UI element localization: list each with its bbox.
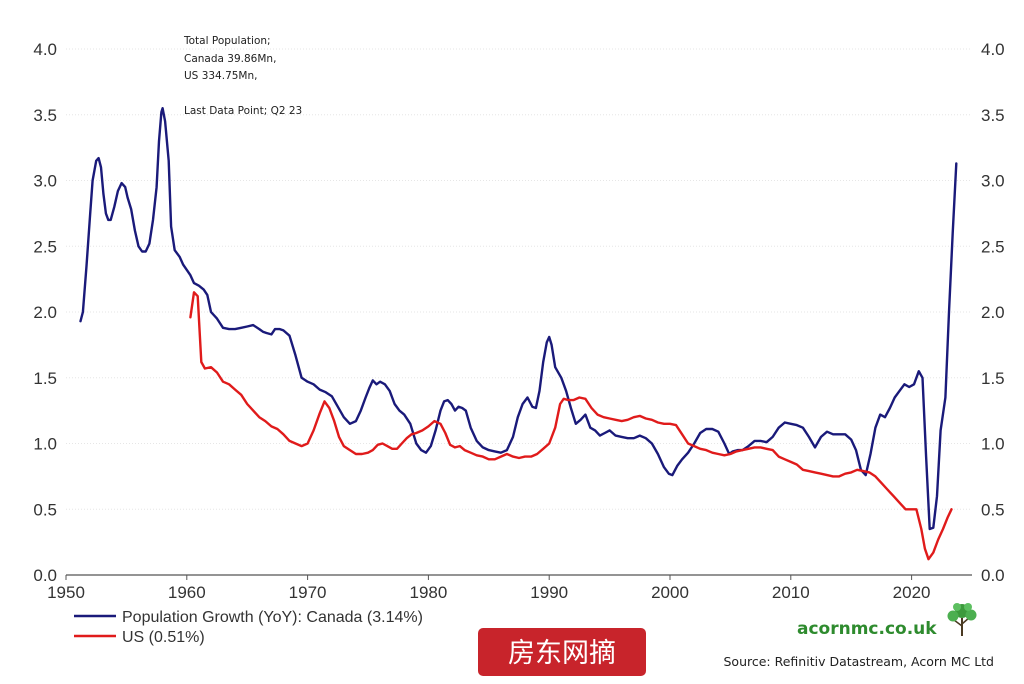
x-tick-label: 2000 xyxy=(651,583,689,602)
annotation-line: Last Data Point; Q2 23 xyxy=(184,105,302,117)
gridlines xyxy=(66,48,972,510)
source-note: Source: Refinitiv Datastream, Acorn MC L… xyxy=(724,654,995,669)
y-tick-label-left: 1.5 xyxy=(33,369,57,388)
y-tick-label-left: 4.0 xyxy=(33,40,57,59)
x-tick-label: 1950 xyxy=(47,583,85,602)
y-tick-label-right: 2.5 xyxy=(981,237,1005,256)
y-tick-label-left: 1.0 xyxy=(33,435,57,454)
y-tick-label-right: 1.5 xyxy=(981,369,1005,388)
series-lines xyxy=(79,107,958,561)
y-axis-left-ticks: 0.0 0.5 1.0 1.5 2.0 2.5 3.0 3.5 4.0 xyxy=(33,40,57,585)
y-tick-label-left: 2.5 xyxy=(33,237,57,256)
y-tick-label-right: 1.0 xyxy=(981,435,1005,454)
x-tick-label: 1960 xyxy=(168,583,206,602)
x-tick-label: 2020 xyxy=(893,583,931,602)
y-tick-label-right: 0.0 xyxy=(981,566,1005,585)
annotation-line: US 334.75Mn, xyxy=(184,70,257,82)
series-line-canada xyxy=(79,107,958,531)
annotation-line: Total Population; xyxy=(183,35,271,47)
series-line-us xyxy=(189,291,953,561)
y-tick-label-left: 2.0 xyxy=(33,303,57,322)
x-tick-label: 1980 xyxy=(409,583,447,602)
legend-label-canada: Population Growth (YoY): Canada (3.14%) xyxy=(122,609,423,626)
annotation: Total Population; Canada 39.86Mn, US 334… xyxy=(183,35,302,117)
annotation-line: Canada 39.86Mn, xyxy=(184,53,276,65)
y-tick-label-right: 3.0 xyxy=(981,172,1005,191)
brand-logo: acornmc.co.uk xyxy=(797,603,977,639)
x-tick-label: 1970 xyxy=(289,583,327,602)
y-tick-label-right: 2.0 xyxy=(981,303,1005,322)
y-tick-label-left: 0.0 xyxy=(33,566,57,585)
x-tick-label: 1990 xyxy=(530,583,568,602)
watermark-badge: 房东网摘 xyxy=(478,628,646,676)
brand-text: acornmc.co.uk xyxy=(797,619,937,639)
x-tick-label: 2010 xyxy=(772,583,810,602)
legend: Population Growth (YoY): Canada (3.14%) … xyxy=(74,609,423,646)
y-tick-label-left: 3.0 xyxy=(33,172,57,191)
watermark-text: 房东网摘 xyxy=(508,638,616,669)
y-tick-label-right: 4.0 xyxy=(981,40,1005,59)
legend-label-us: US (0.51%) xyxy=(122,629,205,646)
y-axis-right-ticks: 0.0 0.5 1.0 1.5 2.0 2.5 3.0 3.5 4.0 xyxy=(981,40,1005,585)
y-tick-label-right: 0.5 xyxy=(981,500,1005,519)
x-axis-ticks: 1950 1960 1970 1980 1990 2000 2010 2020 xyxy=(47,575,931,602)
tree-icon xyxy=(947,603,977,636)
y-tick-label-left: 3.5 xyxy=(33,106,57,125)
y-tick-label-right: 3.5 xyxy=(981,106,1005,125)
y-tick-label-left: 0.5 xyxy=(33,500,57,519)
